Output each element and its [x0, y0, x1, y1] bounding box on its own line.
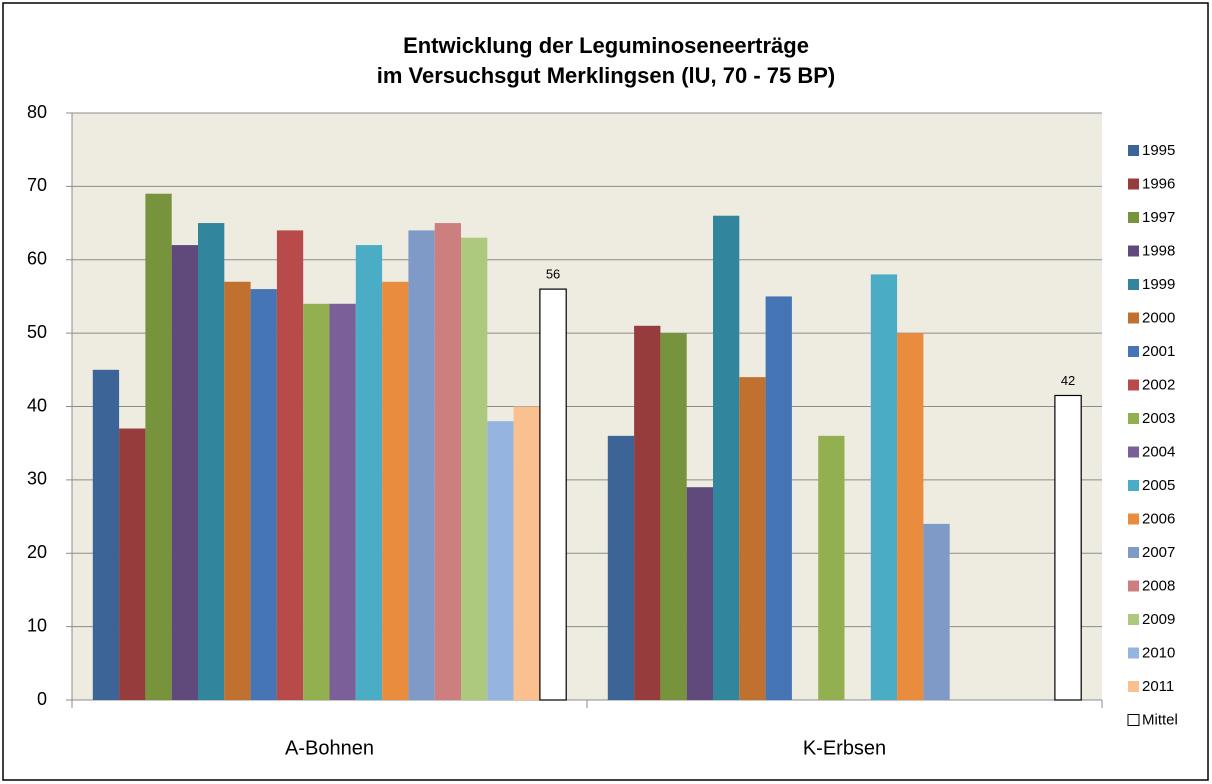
legend-swatch	[1128, 513, 1139, 525]
bar	[250, 289, 277, 700]
legend-swatch	[1128, 580, 1139, 592]
bar	[870, 274, 898, 700]
data-label: 56	[546, 267, 560, 282]
bar	[1054, 394, 1082, 701]
legend-label: 1996	[1142, 175, 1175, 192]
legend-label: 1998	[1142, 242, 1175, 259]
y-tick-label: 70	[27, 175, 47, 195]
legend-label: 1999	[1142, 276, 1175, 293]
bar	[145, 193, 172, 700]
legend-swatch	[1128, 145, 1139, 156]
bar	[713, 215, 740, 700]
legend-label: 2008	[1142, 577, 1175, 594]
bar	[198, 223, 225, 700]
bar	[303, 303, 330, 700]
chart-title: im Versuchsgut Merklingsen (lU, 70 - 75 …	[377, 63, 835, 88]
bar	[660, 333, 687, 700]
y-tick-label: 10	[27, 615, 47, 635]
legend-label: 2010	[1142, 644, 1175, 661]
legend-label: 2001	[1142, 343, 1175, 360]
legend-swatch	[1128, 379, 1139, 391]
legend-label: Mittel	[1142, 711, 1178, 728]
bar	[539, 288, 567, 701]
legend-label: 2011	[1142, 678, 1174, 695]
bar	[607, 435, 635, 700]
bar	[818, 435, 845, 700]
bar	[355, 245, 383, 700]
bar	[686, 487, 713, 700]
bar	[461, 237, 488, 701]
legend-swatch	[1128, 547, 1139, 558]
bar	[765, 296, 792, 700]
bar	[739, 377, 766, 700]
legend-label: 1995	[1142, 142, 1175, 159]
bar	[92, 369, 120, 700]
legend-label: 2002	[1142, 376, 1175, 393]
y-tick-label: 20	[27, 542, 47, 562]
bar	[171, 245, 198, 700]
legend-swatch	[1128, 413, 1139, 424]
legend-swatch	[1128, 245, 1139, 257]
y-tick-label: 30	[27, 469, 47, 489]
bar	[634, 325, 661, 700]
legend-label: 2005	[1142, 477, 1175, 494]
legend-swatch	[1128, 346, 1139, 357]
y-tick-label: 50	[27, 322, 47, 342]
bar	[513, 406, 540, 700]
y-tick-label: 80	[27, 102, 47, 122]
legend-swatch	[1128, 614, 1139, 625]
bar	[329, 303, 356, 700]
bar	[408, 230, 435, 700]
legend-swatch	[1128, 446, 1139, 458]
bar	[119, 428, 146, 700]
bar	[487, 421, 514, 700]
bar	[923, 523, 950, 700]
legend-swatch	[1128, 647, 1139, 659]
legend-swatch	[1128, 212, 1139, 223]
legend-swatch	[1128, 279, 1139, 290]
legend-label: 2003	[1142, 410, 1175, 427]
legend-swatch	[1128, 178, 1139, 190]
y-tick-label: 60	[27, 249, 47, 269]
bar	[276, 230, 304, 700]
legend-swatch	[1128, 312, 1139, 324]
data-label: 42	[1061, 373, 1075, 388]
legend-label: 2007	[1142, 544, 1175, 561]
chart-title: Entwicklung der Leguminoseneerträge	[403, 33, 809, 58]
legend-swatch	[1128, 681, 1139, 692]
legend-label: 2006	[1142, 510, 1175, 527]
y-tick-label: 40	[27, 395, 47, 415]
legend-swatch	[1128, 480, 1139, 491]
legend-label: 1997	[1142, 209, 1175, 226]
y-tick-label: 0	[37, 689, 47, 709]
legend-label: 2004	[1142, 443, 1175, 460]
bar	[434, 223, 461, 700]
bar	[897, 333, 924, 700]
x-tick-label: K-Erbsen	[803, 737, 886, 759]
bar	[224, 281, 251, 700]
legend-label: 2009	[1142, 611, 1175, 628]
legend-label: 2000	[1142, 309, 1175, 326]
x-tick-label: A-Bohnen	[285, 737, 374, 759]
bar	[382, 281, 409, 700]
legend-swatch	[1127, 714, 1140, 726]
